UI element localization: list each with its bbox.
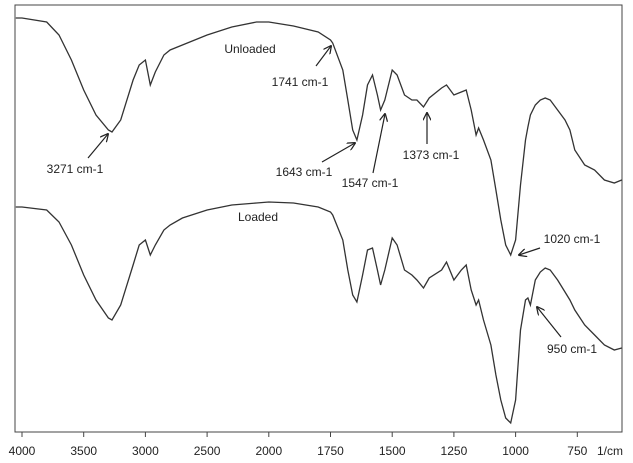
annotation: 1373 cm-1 [403, 148, 460, 162]
annotation-arrow [372, 114, 385, 174]
annotation-arrow [87, 134, 108, 159]
x-tick-label: 1250 [441, 444, 468, 458]
x-tick-label: 1750 [317, 444, 344, 458]
annotation: 950 cm-1 [547, 342, 597, 356]
annotation: 1020 cm-1 [544, 232, 601, 246]
x-tick-label: 2500 [194, 444, 221, 458]
annotation: 3271 cm-1 [47, 162, 104, 176]
x-tick-label: 1000 [502, 444, 529, 458]
annotation-arrow [537, 307, 562, 338]
x-tick-label: 2000 [255, 444, 282, 458]
x-tick-label: 3500 [70, 444, 97, 458]
x-axis-label: 1/cm [597, 444, 623, 458]
annotation-arrow [519, 247, 541, 255]
annotation: Loaded [238, 210, 278, 224]
annotation: 1643 cm-1 [276, 165, 333, 179]
x-tick-label: 1500 [379, 444, 406, 458]
plot-frame [14, 4, 623, 433]
annotation: Unloaded [224, 42, 275, 56]
spectrum-line [15, 201, 622, 425]
x-tick-label: 750 [567, 444, 587, 458]
annotation: 1741 cm-1 [272, 75, 329, 89]
annotation-arrow [321, 143, 355, 163]
spectrum-line [15, 17, 622, 257]
x-tick-label: 3000 [132, 444, 159, 458]
annotation: 1547 cm-1 [342, 176, 399, 190]
x-tick-label: 4000 [9, 444, 36, 458]
annotation-arrow [315, 46, 331, 67]
